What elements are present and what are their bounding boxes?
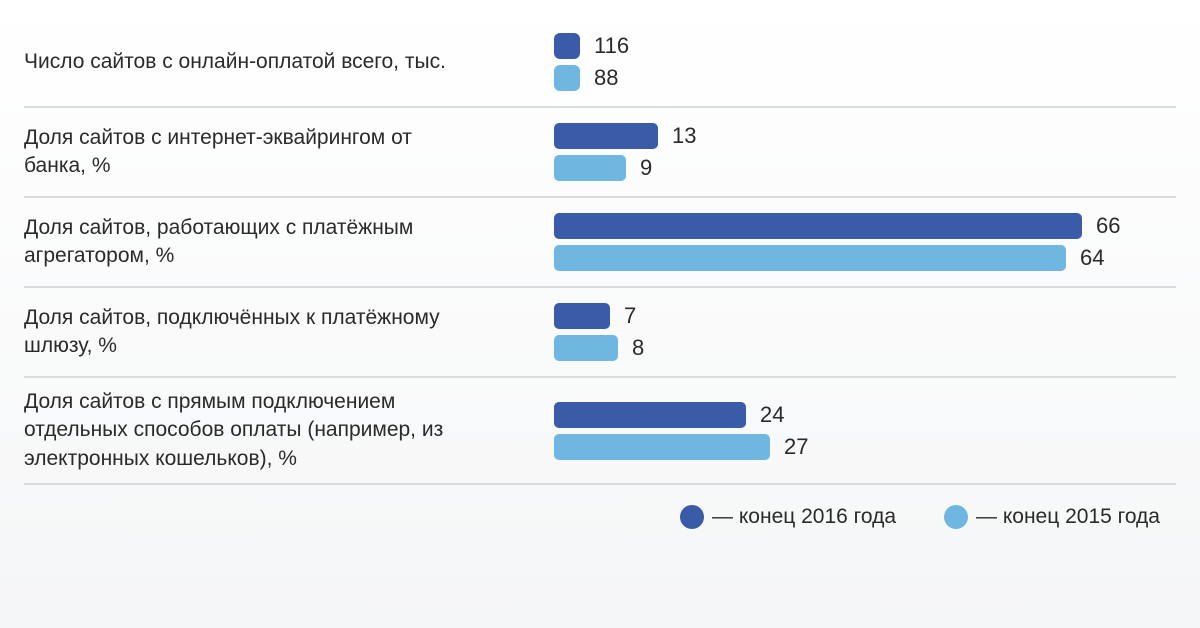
bar-line: 9 [554, 154, 1176, 182]
value-bar [554, 402, 746, 428]
value-bar [554, 213, 1082, 239]
row-bars: 6664 [494, 208, 1176, 276]
value-label: 8 [632, 335, 644, 361]
value-label: 7 [624, 303, 636, 329]
chart-row: Доля сайтов с интернет-эквайрингом от ба… [24, 108, 1176, 198]
value-label: 27 [784, 434, 808, 460]
legend-item-2015: — конец 2015 года [944, 505, 1160, 529]
chart-row: Доля сайтов, подключённых к платёжному ш… [24, 288, 1176, 378]
legend-item-2016: — конец 2016 года [680, 505, 896, 529]
row-label: Доля сайтов с прямым подключением отдель… [24, 388, 494, 473]
value-label: 116 [594, 33, 629, 59]
comparison-bar-chart: Число сайтов с онлайн-оплатой всего, тыс… [0, 0, 1200, 485]
bar-line: 24 [554, 401, 1176, 429]
value-bar [554, 155, 626, 181]
value-label: 13 [672, 123, 696, 149]
value-bar [554, 123, 658, 149]
value-bar [554, 245, 1066, 271]
bar-line: 66 [554, 212, 1176, 240]
value-label: 88 [594, 65, 618, 91]
legend-dot-2015 [944, 505, 968, 529]
row-bars: 78 [494, 298, 1176, 366]
value-label: 9 [640, 155, 652, 181]
legend-label-2016: — конец 2016 года [712, 505, 896, 529]
value-square [554, 65, 580, 91]
row-label: Доля сайтов с интернет-эквайрингом от ба… [24, 124, 494, 181]
legend: — конец 2016 года — конец 2015 года [0, 485, 1200, 529]
value-label: 24 [760, 402, 784, 428]
value-bar [554, 303, 610, 329]
row-label: Число сайтов с онлайн-оплатой всего, тыс… [24, 48, 494, 76]
bar-line: 88 [554, 64, 1176, 92]
row-label: Доля сайтов, подключённых к платёжному ш… [24, 304, 494, 361]
row-bars: 13 9 [494, 118, 1176, 186]
chart-row: Число сайтов с онлайн-оплатой всего, тыс… [24, 18, 1176, 108]
bar-line: 7 [554, 302, 1176, 330]
value-label: 66 [1096, 213, 1120, 239]
value-bar [554, 434, 770, 460]
row-bars: 2427 [494, 397, 1176, 465]
bar-line: 8 [554, 334, 1176, 362]
value-bar [554, 335, 618, 361]
row-bars: 11688 [494, 28, 1176, 96]
bar-line: 13 [554, 122, 1176, 150]
bar-line: 27 [554, 433, 1176, 461]
bar-line: 116 [554, 32, 1176, 60]
bar-line: 64 [554, 244, 1176, 272]
chart-row: Доля сайтов с прямым подключением отдель… [24, 378, 1176, 485]
chart-row: Доля сайтов, работающих с платёжным агре… [24, 198, 1176, 288]
row-label: Доля сайтов, работающих с платёжным агре… [24, 214, 494, 271]
value-label: 64 [1080, 245, 1104, 271]
value-square [554, 33, 580, 59]
legend-label-2015: — конец 2015 года [976, 505, 1160, 529]
legend-dot-2016 [680, 505, 704, 529]
